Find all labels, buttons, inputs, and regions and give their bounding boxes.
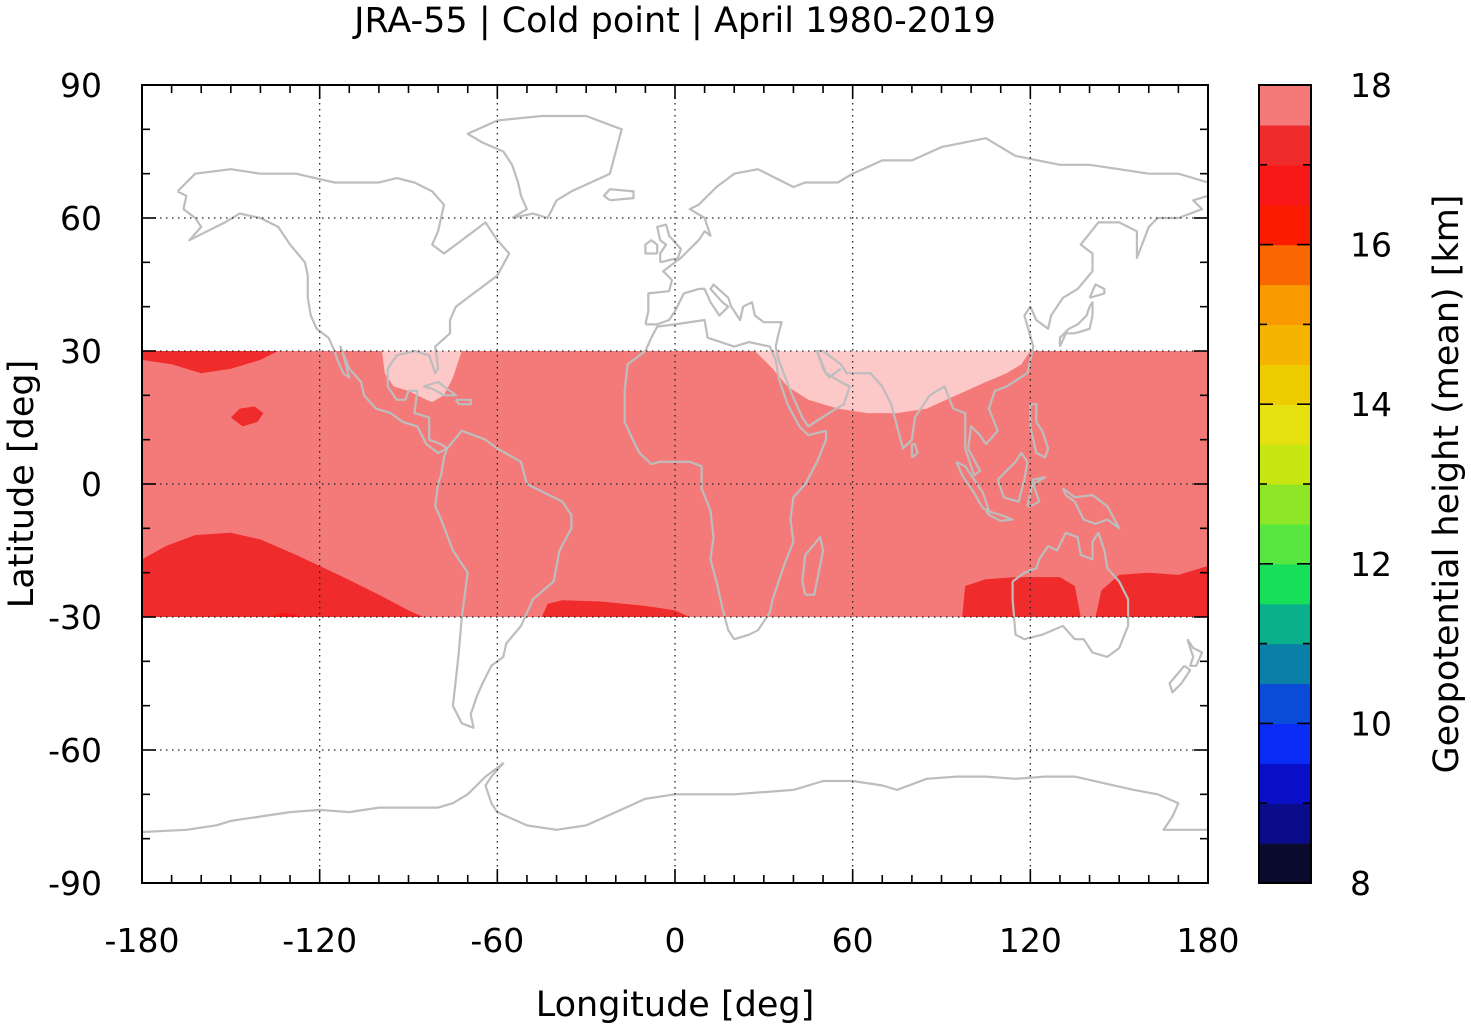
colorbar-ticks: [1259, 84, 1311, 884]
colorbar-segment: [1259, 244, 1311, 286]
coast-british-isles: [656, 223, 683, 264]
field-region-16.5-17-pac: [1095, 566, 1208, 617]
coast-japan: [1058, 301, 1094, 348]
coast-eurasia: [644, 137, 1208, 477]
y-axis-label: Latitude [deg]: [2, 360, 42, 608]
coast-cuba: [422, 380, 457, 397]
colorbar-segment: [1259, 85, 1311, 126]
coast-hispaniola: [454, 398, 472, 406]
x-tick-label: -180: [105, 921, 180, 960]
colorbar-segment: [1259, 763, 1311, 804]
y-tick-label: -60: [48, 731, 102, 770]
coast-australia: [1011, 531, 1130, 659]
coast-antarctica: [142, 762, 1208, 834]
chart-title: JRA-55 | Cold point | April 1980-2019: [352, 1, 996, 41]
colorbar-tick-label: 8: [1350, 864, 1371, 903]
x-tick-label: 0: [665, 921, 686, 960]
coast-sumatra: [955, 460, 991, 512]
colorbar-segment: [1259, 484, 1311, 525]
colorbar-segment: [1259, 404, 1311, 445]
coast-africa: [623, 318, 828, 641]
coast-south-america: [434, 429, 573, 729]
coast-java: [984, 509, 1014, 522]
field-region-16.5-17-sp: [142, 532, 424, 617]
x-tick-label: 120: [999, 921, 1062, 960]
y-tick-label: 30: [60, 332, 102, 371]
x-tick-label: 180: [1177, 921, 1240, 960]
colorbar-segment: [1259, 444, 1311, 485]
field-region-16-16.5: [269, 612, 302, 617]
coast-iceland: [602, 188, 635, 202]
x-tick-label: 60: [832, 921, 874, 960]
colorbar-segment: [1259, 803, 1311, 844]
coast-hokkaido: [1088, 283, 1106, 299]
colorbar-label: Geopotential height (mean) [km]: [1427, 195, 1467, 774]
axis-ticks: [141, 84, 1209, 884]
y-tick-label: 60: [60, 199, 102, 238]
x-axis-label: Longitude [deg]: [536, 985, 814, 1025]
colorbar-tick-label: 10: [1350, 704, 1392, 743]
y-tick-label: 90: [60, 66, 102, 105]
y-tick-label: 0: [81, 465, 102, 504]
coast-greenland: [466, 114, 623, 220]
colorbar-segment: [1259, 563, 1311, 605]
continent-outlines: [142, 114, 1208, 834]
colorbar-segment: [1259, 723, 1311, 764]
colorbar-segment: [1259, 523, 1311, 565]
colorbar-segment: [1259, 603, 1311, 645]
x-tick-label: -120: [282, 921, 357, 960]
x-tick-label: -60: [470, 921, 524, 960]
coast-madagascar: [801, 536, 825, 596]
colorbar-tick-label: 12: [1350, 545, 1392, 584]
colorbar-tick-labels: 18 16 14 12 10 8: [1350, 66, 1392, 903]
colorbar-segment: [1259, 284, 1311, 325]
coast-new-zealand-south: [1168, 664, 1192, 694]
field-region-gt17.5-mexico: [381, 351, 462, 402]
field-region-16.5-17-sa: [541, 600, 690, 617]
colorbar-segment: [1259, 643, 1311, 685]
coast-arabia-gulf: [816, 350, 842, 379]
colorbar: [1259, 85, 1311, 884]
grid-lines: [142, 85, 1208, 883]
colorbar-segment: [1259, 843, 1311, 884]
colorbar-tick-label: 14: [1350, 385, 1392, 424]
coast-new-guinea: [1061, 487, 1121, 530]
y-tick-label: -90: [48, 864, 102, 903]
coast-sri-lanka: [910, 443, 919, 459]
coast-philippines: [1029, 403, 1050, 459]
coast-borneo: [996, 451, 1029, 503]
field-region-16.5-17-aus: [962, 577, 1081, 617]
colorbar-tick-label: 16: [1350, 226, 1392, 265]
y-tick-label: -30: [48, 598, 102, 637]
coast-sulawesi: [1026, 476, 1047, 508]
colorbar-segment: [1259, 683, 1311, 724]
colorbar-segment: [1259, 324, 1311, 365]
colorbar-segment: [1259, 364, 1311, 405]
coast-new-zealand-north: [1186, 638, 1204, 667]
x-tick-labels: -180 -120 -60 0 60 120 180: [105, 921, 1240, 960]
y-tick-labels: 90 60 30 0 -30 -60 -90: [48, 66, 102, 903]
colorbar-segment: [1259, 164, 1311, 206]
field-region-16.5-17-np: [142, 351, 279, 374]
field-region-16.5-17-patch: [230, 406, 264, 427]
colorbar-tick-label: 18: [1350, 66, 1392, 105]
coast-ireland: [644, 239, 659, 255]
colorbar-segment: [1259, 204, 1311, 246]
colorbar-segment: [1259, 124, 1311, 166]
coast-north-america: [176, 168, 511, 455]
